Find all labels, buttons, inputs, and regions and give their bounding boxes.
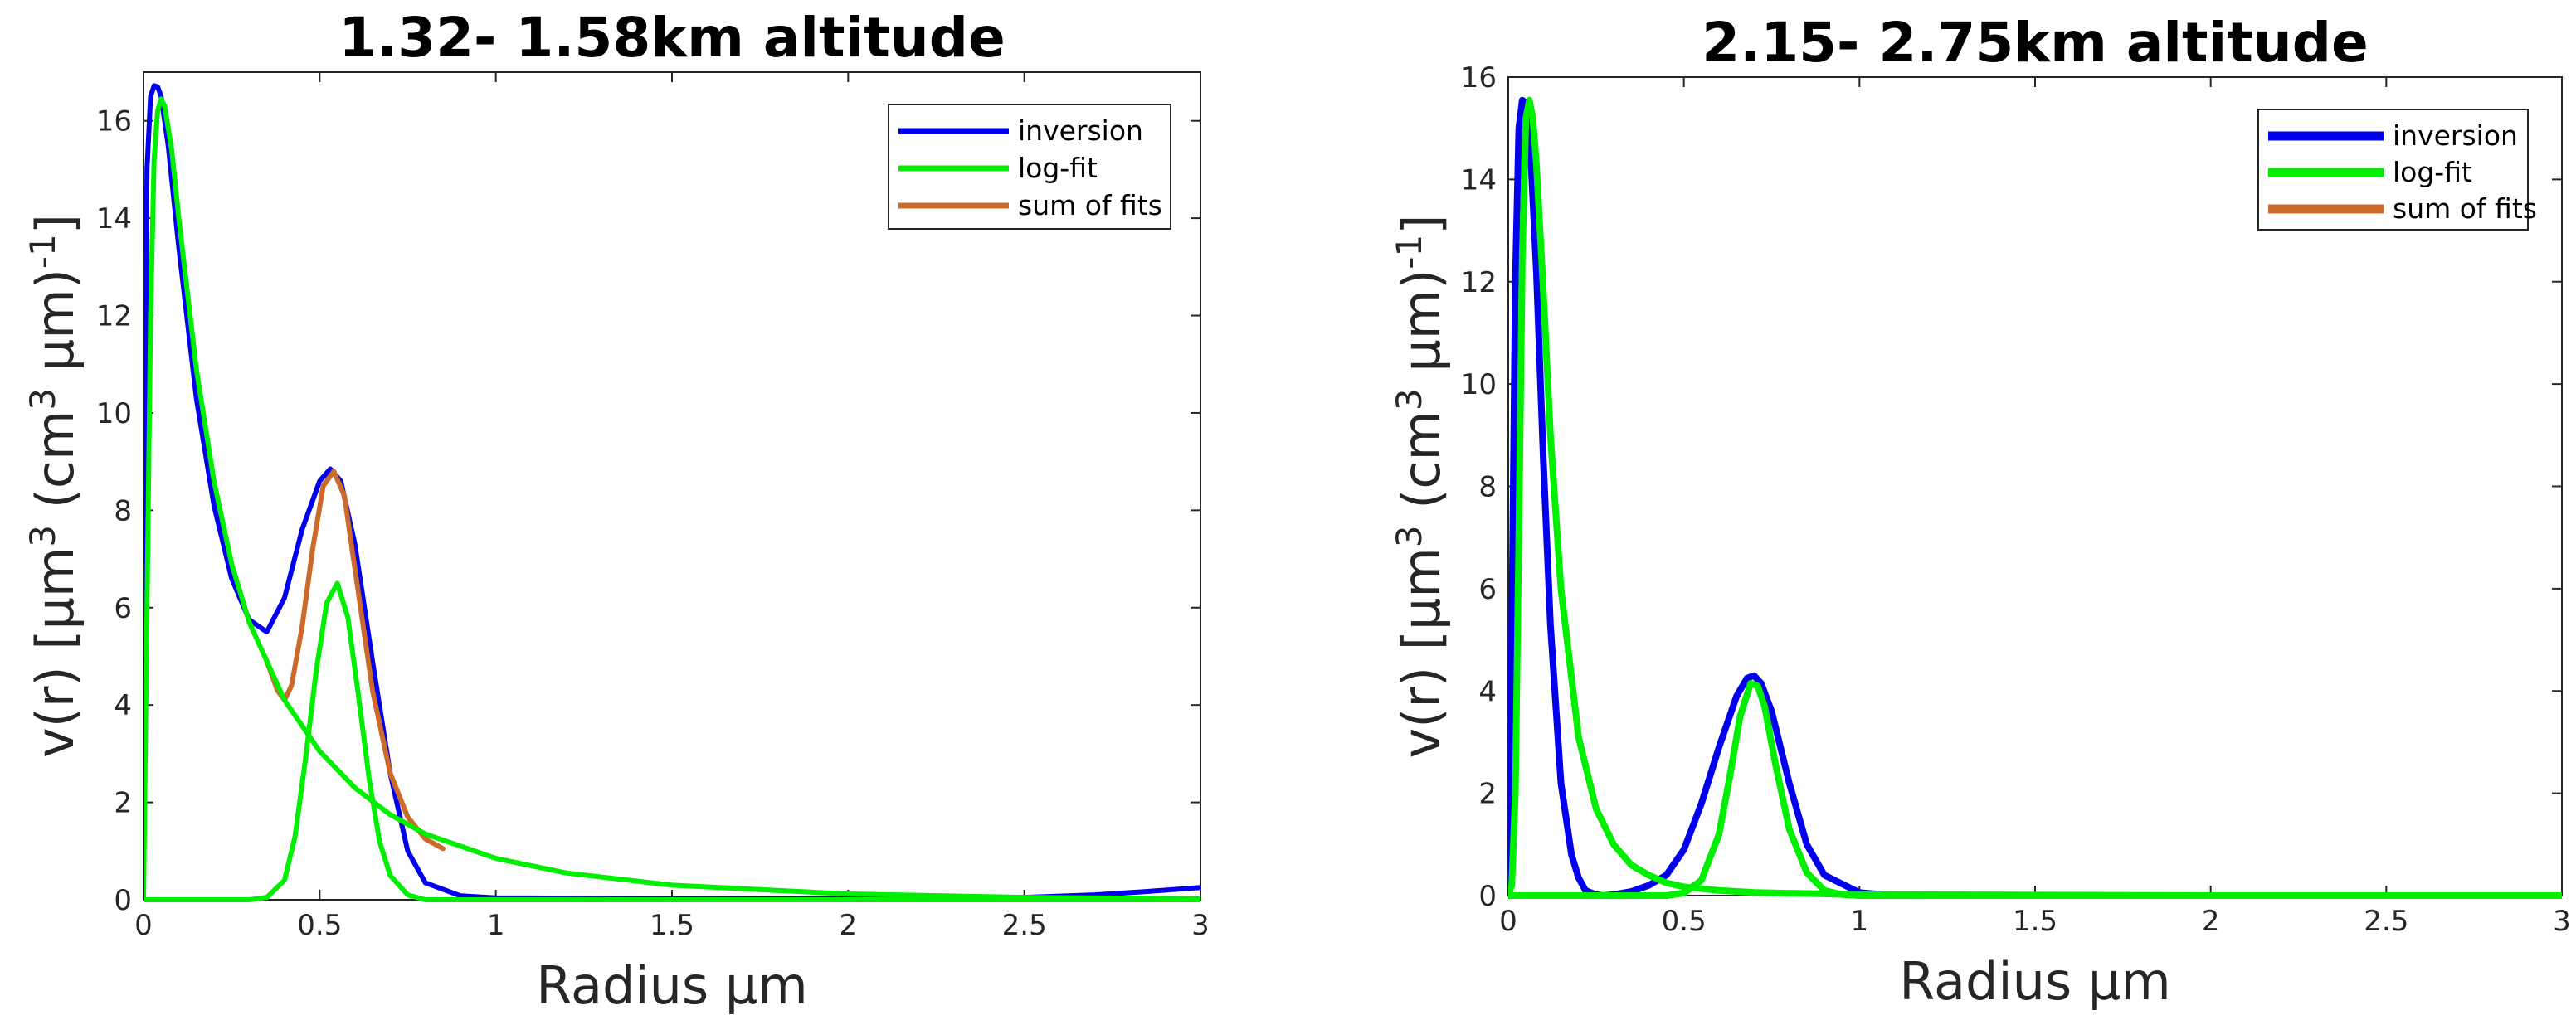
y-label-superscript: 3 bbox=[1389, 388, 1429, 410]
legend: inversion log-fit sum of fits bbox=[2257, 109, 2537, 231]
y-tick-label: 0 bbox=[1478, 880, 1497, 913]
x-axis-label: Radius µm bbox=[536, 955, 807, 1016]
series-line-log-fit-small-mode bbox=[144, 96, 1200, 902]
legend-entry-label: inversion bbox=[2393, 119, 2518, 152]
y-label-text: ] bbox=[1391, 215, 1452, 235]
y-axis-label: v(r) [µm3 (cm3 µm)-1] bbox=[22, 214, 85, 758]
y-tick-label: 14 bbox=[1461, 163, 1497, 197]
legend-entry-label: sum of fits bbox=[1018, 189, 1162, 221]
x-axis-label: Radius µm bbox=[1899, 951, 2170, 1012]
y-tick-label: 8 bbox=[1478, 471, 1497, 504]
legend-entry-label: log-fit bbox=[2393, 156, 2472, 188]
x-tick-label: 3 bbox=[2553, 905, 2571, 938]
series-line-log-fit-coarse-mode bbox=[1508, 680, 2562, 899]
legend-entry-label: sum of fits bbox=[2393, 192, 2537, 225]
y-tick-label: 16 bbox=[1461, 61, 1497, 95]
chart-2: 0 0.5 1 1.5 2 2.5 3 0 2 4 6 8 10 12 14 16 2.15- 2.75km a… bbox=[1389, 11, 2571, 1012]
legend-entry-label: log-fit bbox=[1018, 152, 1098, 184]
x-tick-label: 1.5 bbox=[650, 909, 694, 942]
y-tick-label: 10 bbox=[1461, 368, 1497, 401]
y-tick-label: 12 bbox=[96, 300, 132, 333]
y-label-superscript: -1 bbox=[22, 234, 63, 269]
x-tick-label: 2.5 bbox=[2364, 905, 2408, 938]
x-tick-label: 1.5 bbox=[2013, 905, 2057, 938]
y-label-superscript: 3 bbox=[22, 525, 63, 547]
y-tick-label: 12 bbox=[1461, 266, 1497, 299]
legend: inversion log-fit sum of fits bbox=[888, 104, 1171, 230]
x-tick-label: 2 bbox=[2202, 905, 2220, 938]
y-tick-label: 14 bbox=[96, 202, 132, 236]
y-label-text: ] bbox=[25, 214, 85, 234]
legend-entry-label: inversion bbox=[1018, 114, 1143, 147]
series-line-sum-of-fits bbox=[264, 469, 446, 852]
y-tick-label: 6 bbox=[1478, 573, 1497, 606]
x-tick-label: 0.5 bbox=[297, 909, 342, 942]
y-label-text: µm) bbox=[25, 269, 85, 388]
x-tick-label: 0 bbox=[1499, 905, 1517, 938]
y-tick-label: 2 bbox=[114, 787, 132, 820]
x-tick-label: 0 bbox=[134, 909, 153, 942]
y-tick-label: 4 bbox=[114, 689, 132, 722]
y-tick-label: 8 bbox=[114, 494, 132, 527]
y-tick-label: 10 bbox=[96, 397, 132, 430]
y-tick-label: 4 bbox=[1478, 675, 1497, 708]
y-label-superscript: 3 bbox=[1389, 525, 1429, 547]
x-tick-label: 2.5 bbox=[1002, 909, 1047, 942]
y-tick-label: 2 bbox=[1478, 778, 1497, 811]
y-tick-label: 6 bbox=[114, 592, 132, 625]
series-line-log-fit-coarse-mode bbox=[144, 580, 1200, 902]
y-tick-label: 0 bbox=[114, 884, 132, 917]
chart-1: 0 0.5 1 1.5 2 2.5 3 0 2 4 6 8 10 12 14 16 1.32- 1.58km a… bbox=[22, 6, 1210, 1016]
y-label-text: v(r) [µm bbox=[1391, 547, 1452, 758]
y-label-text: v(r) [µm bbox=[25, 547, 85, 758]
y-label-superscript: 3 bbox=[22, 388, 63, 410]
y-label-text: (cm bbox=[1391, 410, 1452, 525]
y-label-text: µm) bbox=[1391, 270, 1452, 389]
y-tick-label: 16 bbox=[96, 105, 132, 138]
series-line-log-fit-small-mode bbox=[1508, 96, 2562, 899]
x-tick-label: 1 bbox=[1851, 905, 1869, 938]
x-tick-label: 1 bbox=[487, 909, 505, 942]
x-tick-label: 3 bbox=[1191, 909, 1210, 942]
x-tick-label: 0.5 bbox=[1662, 905, 1707, 938]
y-axis-label: v(r) [µm3 (cm3 µm)-1] bbox=[1389, 215, 1452, 759]
y-label-superscript: -1 bbox=[1389, 235, 1429, 270]
chart-title: 1.32- 1.58km altitude bbox=[338, 6, 1006, 70]
chart-title: 2.15- 2.75km altitude bbox=[1702, 11, 2369, 75]
y-label-text: (cm bbox=[25, 410, 85, 525]
x-tick-label: 2 bbox=[840, 909, 858, 942]
